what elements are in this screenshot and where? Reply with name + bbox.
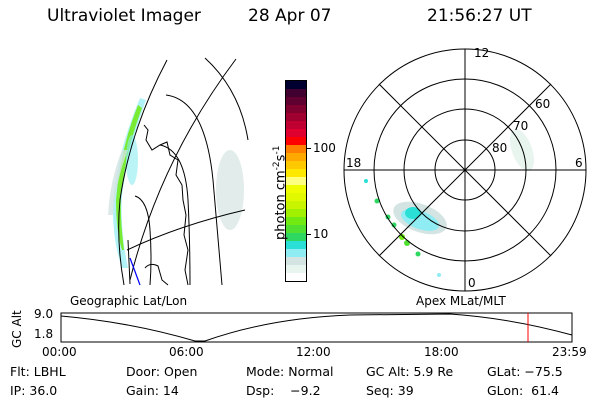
continent-outline xyxy=(143,124,189,286)
x-tick-1800: 18:00 xyxy=(424,345,459,359)
y-tick-1.8: 1.8 xyxy=(34,327,54,341)
apex-label: Apex MLat/MLT xyxy=(416,294,506,308)
colorbar-swatch xyxy=(286,233,306,241)
colorbar-swatch xyxy=(286,217,306,225)
date-label: 28 Apr 07 xyxy=(248,6,332,26)
timeline-frame xyxy=(60,312,573,343)
door-info: Door: Open xyxy=(126,364,198,379)
glat-info: GLat: −75.5 xyxy=(487,364,563,379)
colorbar-swatch xyxy=(286,273,306,281)
colorbar-swatch xyxy=(286,201,306,209)
colorbar-swatch xyxy=(286,145,306,153)
seq-info: Seq: 39 xyxy=(366,383,414,398)
colorbar-swatch xyxy=(286,257,306,265)
filter-info: Flt: LBHL xyxy=(10,364,66,379)
colorbar-tick-100 xyxy=(306,148,311,149)
y-tick-9: 9.0 xyxy=(34,307,54,321)
satellite-track xyxy=(129,257,141,286)
mlt-label-0: 0 xyxy=(468,276,476,290)
colorbar-swatch xyxy=(286,161,306,169)
colorbar-label-10: 10 xyxy=(313,227,329,241)
mlt-label-6: 6 xyxy=(575,156,583,170)
colorbar-tick-10 xyxy=(306,234,311,235)
instrument-title: Ultraviolet Imager xyxy=(47,6,201,26)
colorbar-swatch xyxy=(286,265,306,273)
colorbar-swatch xyxy=(286,113,306,121)
x-tick-0600: 06:00 xyxy=(169,345,204,359)
mlt-label-18: 18 xyxy=(346,156,362,170)
colorbar-swatch xyxy=(286,225,306,233)
altitude-curve xyxy=(60,313,573,342)
colorbar-swatch xyxy=(286,249,306,257)
colorbar-swatch xyxy=(286,169,306,177)
colorbar-swatch xyxy=(286,129,306,137)
colorbar-swatch xyxy=(286,105,306,113)
x-tick-0000: 00:00 xyxy=(42,345,77,359)
colorbar-swatch xyxy=(286,121,306,129)
glon-info: GLon: 61.4 xyxy=(487,383,559,398)
ip-info: IP: 36.0 xyxy=(10,383,58,398)
map-grid xyxy=(118,57,249,286)
colorbar-swatch xyxy=(286,97,306,105)
aurora-emission-geographic xyxy=(108,98,244,268)
colorbar-swatch xyxy=(286,89,306,97)
colorbar-swatch xyxy=(286,137,306,145)
mlt-label-12: 12 xyxy=(474,46,490,60)
colorbar-swatch xyxy=(286,193,306,201)
lat-label-80: 80 xyxy=(492,141,508,155)
colorbar-swatch xyxy=(286,241,306,249)
colorbar-swatch xyxy=(286,209,306,217)
geographic-label: Geographic Lat/Lon xyxy=(70,294,188,308)
dsp-info: Dsp: −9.2 xyxy=(246,383,321,398)
lat-label-70: 70 xyxy=(513,119,529,133)
colorbar-swatch xyxy=(286,81,306,89)
colorbar-swatch xyxy=(286,185,306,193)
polar-grid xyxy=(343,48,587,292)
colorbar-label-100: 100 xyxy=(313,141,336,155)
colorbar xyxy=(285,80,307,282)
gc-alt-info: GC Alt: 5.9 Re xyxy=(366,364,454,379)
x-tick-1200: 12:00 xyxy=(296,345,331,359)
mode-info: Mode: Normal xyxy=(246,364,334,379)
lat-label-60: 60 xyxy=(535,97,551,111)
colorbar-swatch xyxy=(286,177,306,185)
aurora-emission-polar xyxy=(364,129,535,277)
gain-info: Gain: 14 xyxy=(126,383,179,398)
time-label: 21:56:27 UT xyxy=(427,6,532,26)
x-tick-2359: 23:59 xyxy=(552,345,587,359)
colorbar-swatch xyxy=(286,153,306,161)
